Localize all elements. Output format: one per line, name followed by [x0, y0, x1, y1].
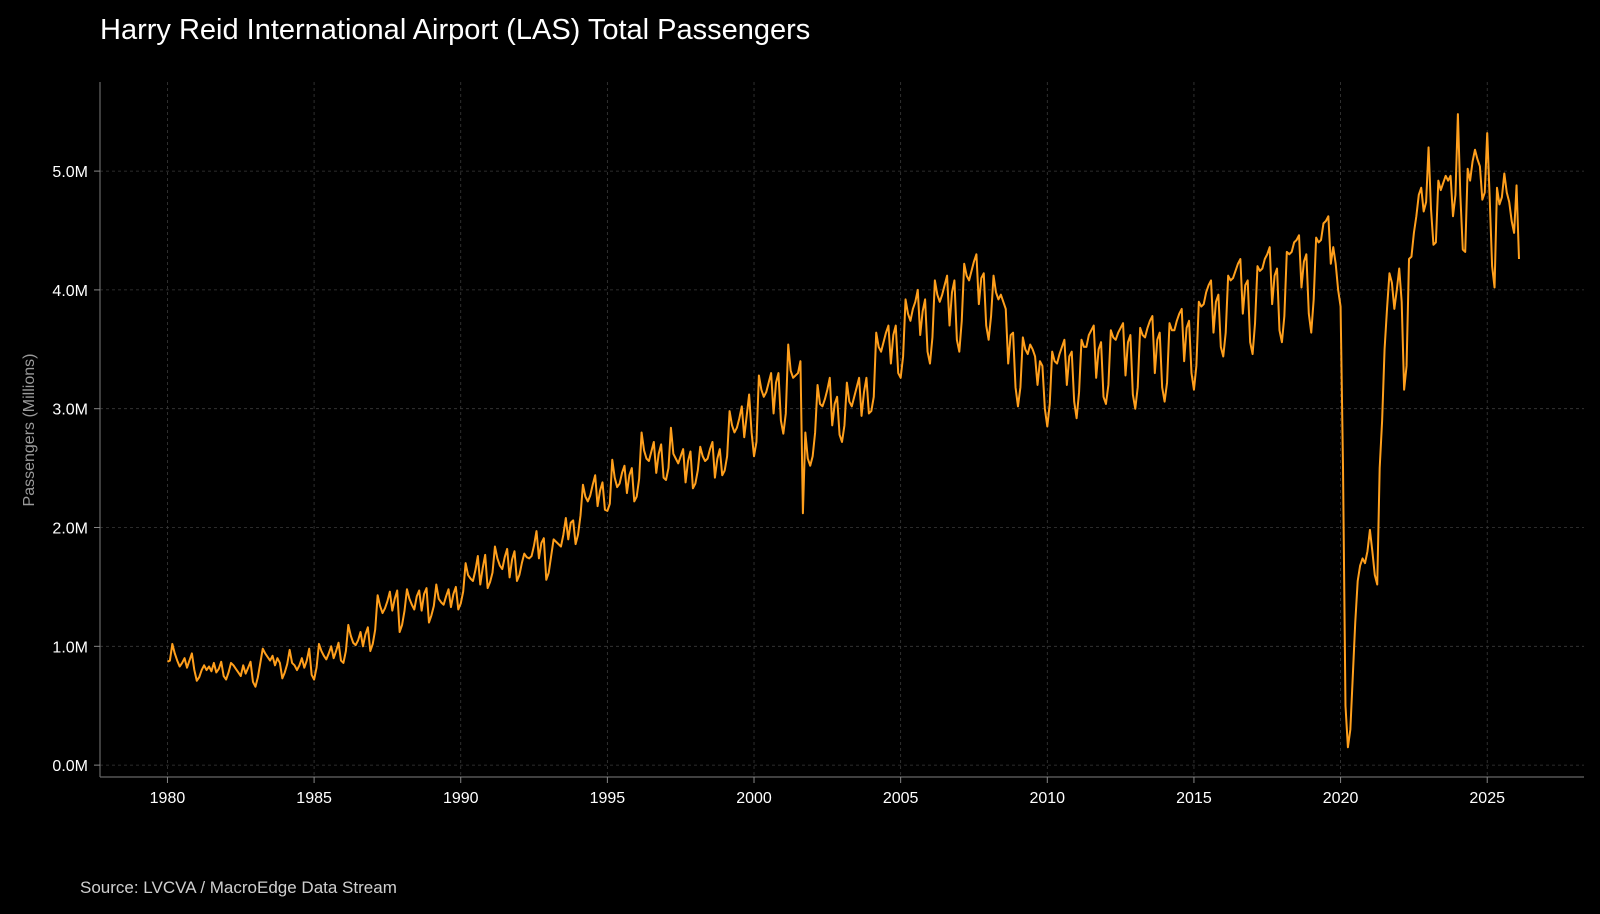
axes: [99, 82, 1584, 778]
x-tick-label: 2015: [1176, 790, 1212, 807]
source-note: Source: LVCVA / MacroEdge Data Stream: [80, 878, 397, 897]
x-tick-label: 1990: [443, 790, 479, 807]
series-layer: [167, 113, 1520, 749]
x-tick-label: 2005: [883, 790, 919, 807]
gridlines: [100, 82, 1584, 777]
tick-labels: 1980 1985 1990 1995 2000 2005 2010 2015 2020 2025…: [52, 164, 1505, 807]
y-axis-label: Passengers (Millions): [21, 354, 38, 507]
y-tick-label: 4.0M: [52, 283, 88, 300]
x-tick-label: 2000: [736, 790, 772, 807]
y-tick-label: 1.0M: [52, 639, 88, 656]
x-tick-label: 1995: [590, 790, 626, 807]
y-tick-label: 2.0M: [52, 521, 88, 538]
x-tick-label: 2025: [1469, 790, 1505, 807]
series-line-total-passengers: [167, 113, 1520, 749]
y-tick-label: 0.0M: [52, 758, 88, 775]
chart-title: Harry Reid International Airport (LAS) T…: [100, 14, 811, 46]
x-tick-label: 2020: [1323, 790, 1359, 807]
x-tick-label: 1980: [150, 790, 186, 807]
y-tick-label: 5.0M: [52, 164, 88, 181]
x-tick-label: 2010: [1029, 790, 1065, 807]
x-tick-label: 1985: [296, 790, 332, 807]
y-tick-label: 3.0M: [52, 402, 88, 419]
